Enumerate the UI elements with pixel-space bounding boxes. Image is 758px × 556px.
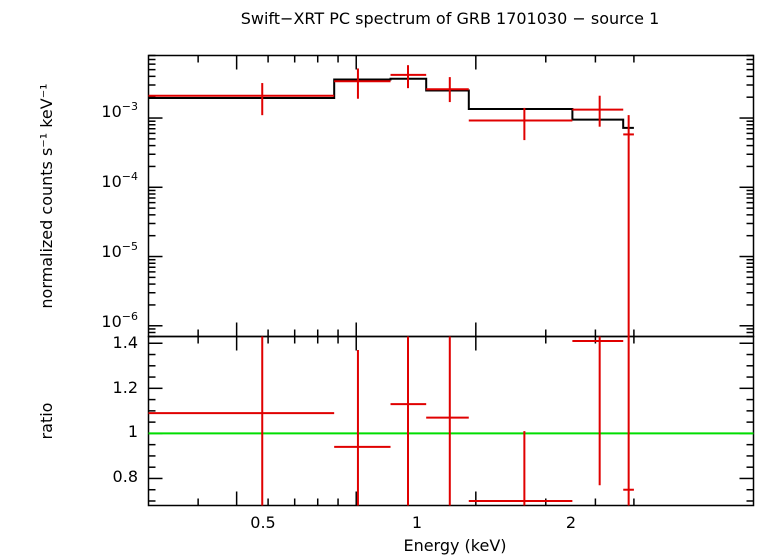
ratio-tick-label-1.2: 1.2 [113, 378, 138, 397]
ratio-tick-label-1.4: 1.4 [113, 333, 138, 352]
model-step-line [148, 77, 634, 129]
y-tick-label-1e-5: 10−5 [101, 240, 138, 261]
y-tick-label-1e-4: 10−4 [101, 170, 138, 191]
ratio-data-point [334, 350, 391, 506]
spectrum-data-points [148, 65, 634, 337]
spectrum-ticks [148, 54, 754, 338]
ratio-y-axis-label: ratio [37, 403, 56, 440]
x-axis-label: Energy (keV) [403, 536, 506, 555]
spectrum-data-point [148, 83, 335, 116]
ratio-data-point [148, 336, 335, 506]
chart-title: Swift−XRT PC spectrum of GRB 1701030 − s… [241, 9, 660, 28]
spectrum-data-point [426, 77, 469, 103]
ratio-data-point [426, 336, 469, 506]
y-tick-label-1e-6: 10−6 [101, 310, 138, 331]
x-tick-labels: 0.5 1 2 [250, 513, 576, 532]
x-tick-label-1: 1 [412, 513, 422, 532]
y-tick-label-1e-3: 10−3 [101, 100, 138, 121]
ratio-panel-frame [147, 335, 755, 507]
ratio-data-point [572, 336, 624, 486]
spectrum-y-tick-labels: 10−3 10−4 10−5 10−6 [101, 100, 138, 331]
ratio-y-tick-labels: 0.8 1 1.2 1.4 [113, 333, 138, 486]
ratio-data-points [148, 336, 634, 506]
model-steps [148, 77, 634, 129]
spectrum-y-axis-label: normalized counts s⁻¹ keV⁻¹ [37, 83, 56, 308]
ratio-data-point [468, 431, 573, 506]
ratio-data-point [390, 336, 427, 506]
x-tick-label-0.5: 0.5 [250, 513, 275, 532]
ratio-tick-label-0.8: 0.8 [113, 467, 138, 486]
spectrum-data-point [572, 95, 624, 127]
spectrum-data-point [334, 68, 391, 99]
ratio-tick-label-1: 1 [128, 422, 138, 441]
ratio-ticks [148, 336, 754, 506]
spectrum-data-point [468, 107, 573, 141]
x-tick-label-2: 2 [566, 513, 576, 532]
spectrum-data-point [390, 65, 427, 89]
spectrum-data-point [623, 115, 634, 337]
ratio-data-point [623, 336, 634, 506]
